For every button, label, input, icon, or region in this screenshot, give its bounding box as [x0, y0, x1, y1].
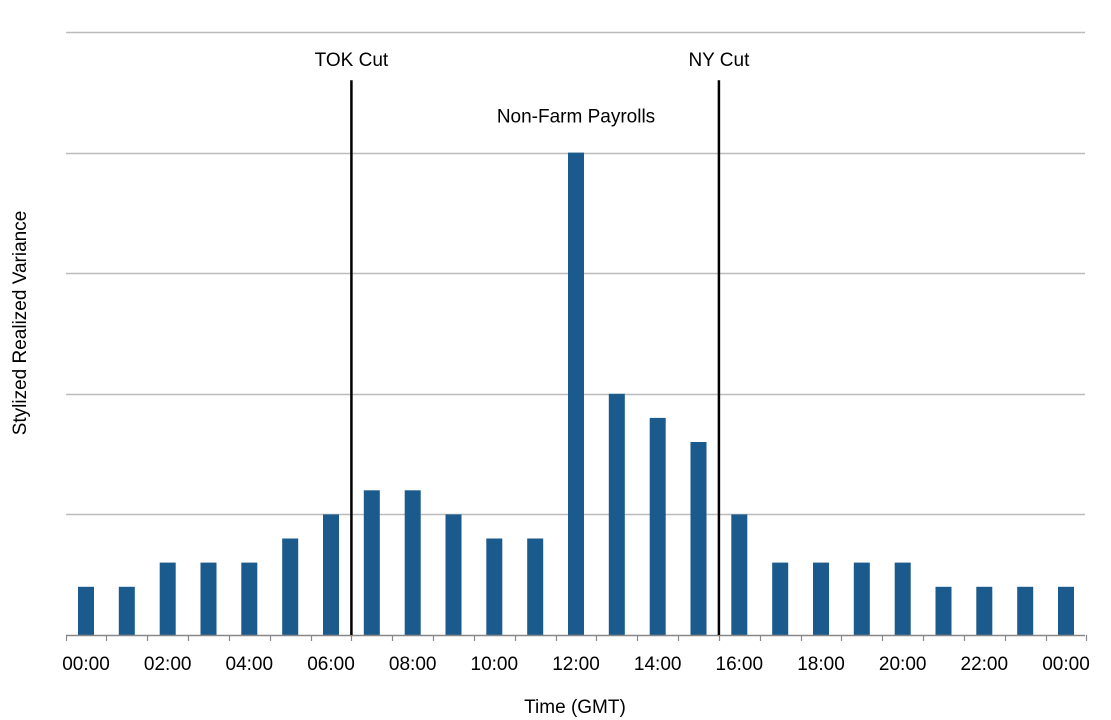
- cut-line-label: NY Cut: [688, 50, 750, 71]
- bar: [894, 562, 911, 635]
- x-tick-label: 16:00: [716, 654, 764, 675]
- x-tick-label: 00:00: [62, 654, 110, 675]
- bar: [200, 562, 217, 635]
- bar: [976, 586, 993, 635]
- x-tick-label: 06:00: [307, 654, 355, 675]
- bar: [241, 562, 258, 635]
- bars: [78, 152, 1074, 635]
- x-tick-label: 10:00: [471, 654, 519, 675]
- bar: [935, 586, 952, 635]
- y-axis-title: Stylized Realized Variance: [10, 211, 31, 436]
- x-tick-label: 14:00: [634, 654, 682, 675]
- bar: [1017, 586, 1034, 635]
- x-tick-label: 08:00: [389, 654, 437, 675]
- cut-line-label: TOK Cut: [315, 50, 389, 71]
- x-tick-label: 04:00: [226, 654, 274, 675]
- bar: [363, 490, 380, 635]
- x-tick-label: 22:00: [961, 654, 1009, 675]
- bar: [1058, 586, 1074, 635]
- bar: [690, 442, 707, 635]
- x-axis-title: Time (GMT): [524, 697, 626, 718]
- x-tick-label: 18:00: [797, 654, 845, 675]
- bar: [568, 152, 584, 635]
- x-tick-label: 00:00: [1042, 654, 1090, 675]
- x-tick-label: 20:00: [879, 654, 927, 675]
- bar: [772, 562, 789, 635]
- bar: [159, 562, 176, 635]
- x-tick-label: 12:00: [552, 654, 600, 675]
- bar: [527, 538, 544, 635]
- bar: [118, 586, 135, 635]
- bar: [404, 490, 421, 635]
- annotations: TOK Cut NY Cut Non-Farm Payrolls: [315, 50, 750, 635]
- annotation-label: Non-Farm Payrolls: [497, 106, 655, 127]
- bar: [78, 586, 94, 635]
- bar: [853, 562, 870, 635]
- bar: [486, 538, 503, 635]
- bar: [731, 514, 748, 635]
- bar: [649, 417, 666, 635]
- bar: [608, 393, 625, 635]
- bar: [813, 562, 829, 635]
- bar: [323, 514, 339, 635]
- x-axis: 00:00 02:00 04:00 06:00 08:00 10:00 12:00 14:00…: [62, 634, 1090, 675]
- x-tick-label: 02:00: [144, 654, 192, 675]
- bar: [445, 514, 462, 635]
- bar: [282, 538, 299, 635]
